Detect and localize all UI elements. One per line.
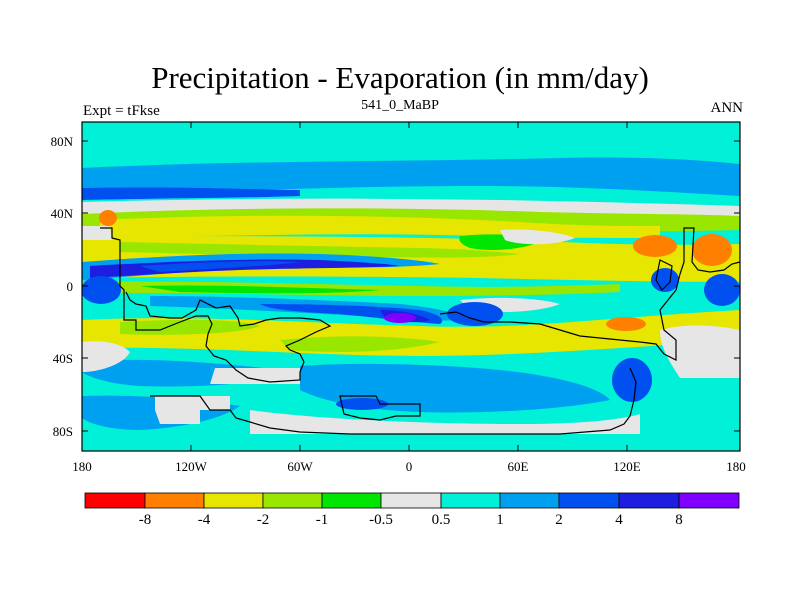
colorbar-label: -4 [197, 512, 211, 528]
lon-tick-60w: 60W [287, 459, 313, 474]
colorbar-label: -2 [256, 512, 270, 528]
colorbar-label: 8 [675, 512, 683, 528]
lon-tick-0: 0 [405, 459, 413, 474]
experiment-label: Expt = tFkse [83, 103, 160, 119]
colorbar-label: -8 [138, 512, 152, 528]
extreme-wet-spot [384, 313, 416, 323]
colorbar-bin-1 [144, 492, 205, 509]
colorbar-bin-8 [558, 492, 620, 509]
colorbar-bin-4 [321, 492, 382, 509]
colorbar-bin-0 [84, 492, 146, 509]
lon-tick-180w: 180 [72, 459, 92, 474]
colorbar-bin-5 [380, 492, 442, 509]
colorbar-label: 0.5 [431, 512, 451, 528]
axis-ticks [82, 122, 740, 451]
map-title: Precipitation - Evaporation (in mm/day) [151, 60, 649, 95]
high-lat-wet-band [82, 157, 740, 196]
continent-outlines [100, 227, 740, 435]
lat-tick-40s: 40S [52, 351, 73, 366]
colorbar-label: -0.5 [369, 512, 393, 528]
colorbar-label: -1 [315, 512, 329, 528]
colorbar-bin-2 [203, 492, 264, 509]
north-wet-core [82, 187, 300, 200]
lon-tick-180e: 180 [726, 459, 746, 474]
lat-tick-80s: 80S [52, 424, 73, 439]
lon-tick-120e: 120E [613, 459, 641, 474]
lat-tick-40n: 40N [50, 206, 73, 221]
lon-tick-120w: 120W [175, 459, 207, 474]
map-field [82, 122, 740, 451]
colorbar-bin-6 [440, 492, 501, 509]
colorbar-bin-7 [499, 492, 560, 509]
colorbar-label: 4 [615, 512, 623, 528]
colorbar [84, 492, 740, 509]
colorbar-bin-9 [618, 492, 680, 509]
lon-tick-60e: 60E [507, 459, 529, 474]
lat-tick-80n: 80N [50, 134, 73, 149]
lat-tick-0: 0 [66, 279, 74, 294]
south-dry-belt [82, 310, 740, 356]
season-label: ANN [710, 100, 744, 116]
colorbar-bin-10 [678, 492, 740, 509]
experiment-subtitle: 541_0_MaBP [361, 98, 439, 113]
colorbar-bin-3 [262, 492, 323, 509]
colorbar-label: 2 [555, 512, 563, 528]
strong-dry-spot [633, 235, 677, 257]
dry-land-patch [82, 341, 130, 372]
colorbar-label: 1 [496, 512, 504, 528]
